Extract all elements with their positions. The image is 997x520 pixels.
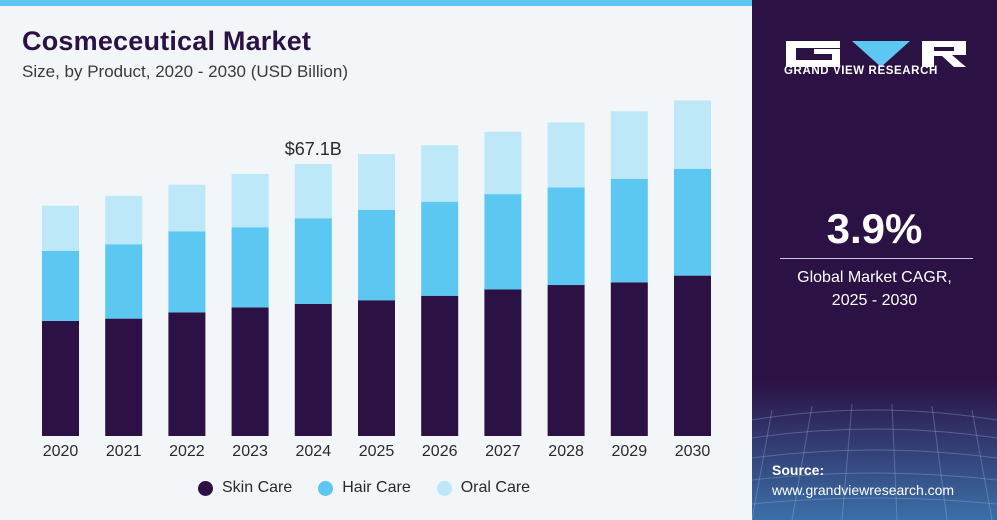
bar-oral-care-2027 xyxy=(484,131,522,195)
bar-hair-care-2022 xyxy=(168,231,206,313)
cagr-value: 3.9% xyxy=(826,205,923,252)
source-label: Source: xyxy=(772,462,825,478)
bar-oral-care-2021 xyxy=(105,195,143,245)
bar-skin-care-2022 xyxy=(168,312,206,436)
bar-oral-care-2022 xyxy=(168,184,206,232)
cagr-label-line2: 2025 - 2030 xyxy=(831,292,918,309)
legend-label-hair-care: Hair Care xyxy=(342,479,411,496)
legend-item-oral-care: Oral Care xyxy=(436,479,531,497)
top-accent-bar xyxy=(0,0,752,6)
legend-label-skin-care: Skin Care xyxy=(222,479,293,496)
bar-skin-care-2029 xyxy=(610,282,648,436)
legend-swatch-skin-care xyxy=(198,480,213,496)
legend-label-oral-care: Oral Care xyxy=(460,479,531,496)
x-tick-label-2024: 2024 xyxy=(296,443,332,460)
bar-hair-care-2024 xyxy=(294,218,332,304)
bar-skin-care-2030 xyxy=(674,275,711,436)
bar-hair-care-2027 xyxy=(484,194,522,290)
legend-item-skin-care: Skin Care xyxy=(198,479,292,497)
chart-subtitle: Size, by Product, 2020 - 2030 (USD Billi… xyxy=(22,62,348,81)
bar-hair-care-2023 xyxy=(231,227,269,308)
x-tick-label-2026: 2026 xyxy=(422,443,458,460)
bar-hair-care-2029 xyxy=(610,178,648,283)
bar-oral-care-2030 xyxy=(674,100,711,169)
x-tick-label-2021: 2021 xyxy=(106,443,142,460)
bar-skin-care-2021 xyxy=(105,318,143,436)
bar-skin-care-2023 xyxy=(231,307,269,436)
bar-skin-care-2020 xyxy=(42,320,79,436)
legend-swatch-hair-care xyxy=(318,480,334,496)
bar-skin-care-2025 xyxy=(358,300,395,436)
x-tick-label-2025: 2025 xyxy=(359,443,395,460)
bar-hair-care-2025 xyxy=(358,209,395,301)
x-tick-label-2022: 2022 xyxy=(169,443,205,460)
chart-title: Cosmeceutical Market xyxy=(22,26,312,56)
bar-oral-care-2023 xyxy=(231,173,269,228)
bar-skin-care-2028 xyxy=(547,285,585,436)
legend-swatch-oral-care xyxy=(436,480,452,496)
logo-text: GRAND VIEW RESEARCH xyxy=(784,65,938,77)
cagr-label: Global Market CAGR, 2025 - 2030 xyxy=(752,266,997,312)
x-tick-label-2028: 2028 xyxy=(548,443,584,460)
bar-oral-care-2029 xyxy=(610,111,648,179)
cagr-divider xyxy=(780,258,973,259)
chart-legend: Skin Care Hair Care Oral Care xyxy=(198,479,530,497)
bar-oral-care-2020 xyxy=(42,205,79,251)
bar-hair-care-2026 xyxy=(421,201,459,296)
x-tick-label-2023: 2023 xyxy=(232,443,268,460)
x-tick-label-2030: 2030 xyxy=(675,443,711,460)
bar-hair-care-2028 xyxy=(547,187,585,286)
bar-hair-care-2021 xyxy=(105,244,143,319)
bar-skin-care-2027 xyxy=(484,289,522,436)
stacked-bar-chart: 2020 2021 2022 2023 2024 $67.1B 2025 2026 2027 20… xyxy=(42,100,711,460)
bar-hair-care-2020 xyxy=(42,250,79,321)
bar-hair-care-2030 xyxy=(674,168,711,276)
cagr-label-line1: Global Market CAGR, xyxy=(797,269,952,286)
legend-item-hair-care: Hair Care xyxy=(318,479,411,497)
bar-oral-care-2025 xyxy=(358,154,395,210)
bar-skin-care-2024 xyxy=(294,303,332,436)
x-tick-label-2029: 2029 xyxy=(612,443,648,460)
bar-oral-care-2028 xyxy=(547,122,585,188)
x-tick-label-2020: 2020 xyxy=(43,443,79,460)
sidebar-panel: GRAND VIEW RESEARCH 3.9% Global Market C… xyxy=(752,0,997,520)
bar-oral-care-2024 xyxy=(294,164,332,219)
bar-skin-care-2026 xyxy=(421,295,459,436)
data-label-2024-total: $67.1B xyxy=(285,139,342,159)
decorative-grid-graphic xyxy=(752,380,997,520)
bar-oral-care-2026 xyxy=(421,145,459,202)
source-url-link[interactable]: www.grandviewresearch.com xyxy=(772,482,955,498)
grand-view-research-logo xyxy=(786,41,966,67)
x-tick-label-2027: 2027 xyxy=(485,443,521,460)
